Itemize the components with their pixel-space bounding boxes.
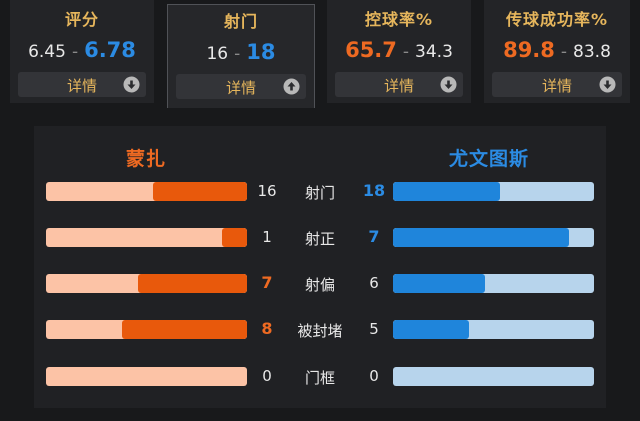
tab-shots-values: 16-18 [168, 40, 314, 64]
value-separator: - [402, 42, 410, 62]
tab-possession[interactable]: 控球率% 65.7-34.3 详情 [327, 0, 471, 103]
chevron-up-icon [283, 78, 300, 95]
detail-button-label: 详情 [66, 77, 97, 95]
detail-button-label: 详情 [383, 77, 414, 95]
tab-rating-values: 6.45-6.78 [10, 38, 154, 62]
stat-label-off-target: 射偏 [304, 276, 335, 294]
away-blocked-count: 5 [369, 320, 379, 338]
home-shots-bar-fill [153, 182, 247, 201]
stat-label-on-target: 射正 [304, 230, 335, 248]
rating-home-value: 6.45 [28, 42, 66, 62]
home-shots-count: 16 [257, 182, 277, 200]
away-shots-count: 18 [362, 181, 386, 200]
chevron-down-icon [123, 76, 140, 93]
away-team-name: 尤文图斯 [449, 148, 530, 170]
shots-detail-button[interactable]: 详情 [176, 74, 306, 99]
away-on-target-bar [393, 228, 594, 247]
pass-accuracy-detail-button[interactable]: 详情 [492, 72, 622, 97]
detail-button-label: 详情 [541, 77, 572, 95]
home-on-target-count: 1 [262, 228, 272, 246]
possession-home-value: 65.7 [345, 38, 397, 62]
tab-shots-title: 射门 [223, 12, 258, 31]
away-off-target-bar [393, 274, 594, 293]
stat-label-shots: 射门 [304, 184, 335, 202]
shots-home-value: 16 [206, 44, 229, 64]
tab-shots[interactable]: 射门 16-18 详情 [167, 4, 315, 108]
tab-pass-accuracy-title: 传球成功率% [505, 10, 609, 29]
home-off-target-count: 7 [261, 273, 273, 292]
home-team-name: 蒙扎 [126, 148, 167, 170]
home-woodwork-count: 0 [262, 367, 272, 385]
away-shots-bar [393, 182, 594, 201]
chevron-down-icon [599, 76, 616, 93]
away-off-target-bar-fill [393, 274, 485, 293]
pass-accuracy-home-value: 89.8 [503, 38, 555, 62]
possession-detail-button[interactable]: 详情 [335, 72, 463, 97]
possession-away-value: 34.3 [415, 42, 453, 62]
away-off-target-count: 6 [369, 274, 379, 292]
tab-pass-accuracy-values: 89.8-83.8 [484, 38, 630, 62]
shots-away-value: 18 [246, 40, 276, 64]
away-woodwork-count: 0 [369, 367, 379, 385]
home-blocked-bar-fill [122, 320, 247, 339]
stat-label-woodwork: 门框 [304, 369, 335, 387]
away-woodwork-bar [393, 367, 594, 386]
home-on-target-bar [46, 228, 247, 247]
chevron-down-icon [440, 76, 457, 93]
home-off-target-bar-fill [138, 274, 247, 293]
tab-possession-values: 65.7-34.3 [327, 38, 471, 62]
tab-rating[interactable]: 评分 6.45-6.78 详情 [10, 0, 154, 103]
pass-accuracy-away-value: 83.8 [573, 42, 611, 62]
home-blocked-bar [46, 320, 247, 339]
tab-rating-title: 评分 [64, 10, 99, 29]
shots-detail-panel: 蒙扎 尤文图斯 16 射门 18 1 射正 7 7 射偏 6 [34, 126, 606, 408]
detail-button-label: 详情 [225, 79, 256, 97]
rating-detail-button[interactable]: 详情 [18, 72, 146, 97]
rating-away-value: 6.78 [84, 38, 136, 62]
home-on-target-bar-fill [222, 228, 247, 247]
away-on-target-bar-fill [393, 228, 569, 247]
tab-possession-title: 控球率% [364, 10, 434, 29]
stat-label-blocked: 被封堵 [297, 322, 343, 340]
home-shots-bar [46, 182, 247, 201]
home-off-target-bar [46, 274, 247, 293]
away-shots-bar-fill [393, 182, 500, 201]
home-blocked-count: 8 [261, 319, 273, 338]
away-blocked-bar [393, 320, 594, 339]
away-blocked-bar-fill [393, 320, 469, 339]
value-separator: - [234, 44, 241, 64]
home-woodwork-bar [46, 367, 247, 386]
value-separator: - [560, 42, 568, 62]
value-separator: - [71, 42, 79, 62]
tab-pass-accuracy[interactable]: 传球成功率% 89.8-83.8 详情 [484, 0, 630, 103]
away-on-target-count: 7 [368, 227, 380, 246]
